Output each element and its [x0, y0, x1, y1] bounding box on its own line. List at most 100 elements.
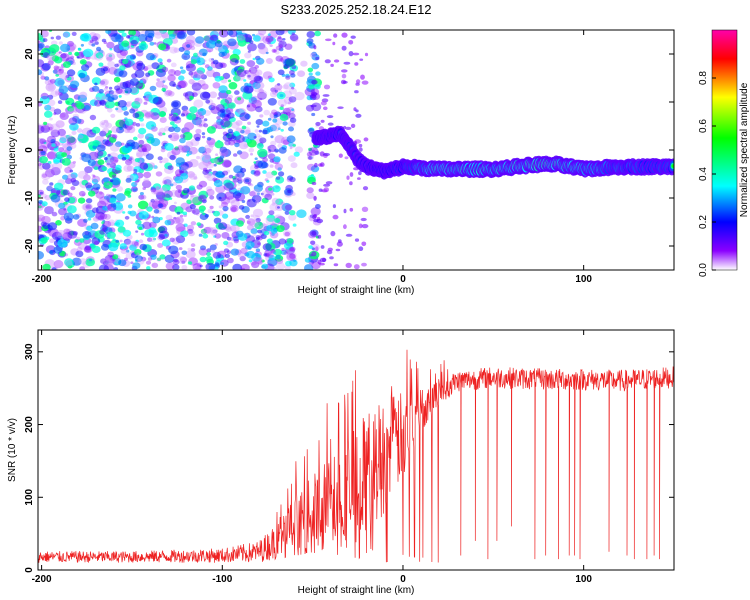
spectrogram-noise-blob	[266, 238, 273, 244]
spectrogram-noise-blob	[49, 170, 56, 175]
spectrogram-noise-blob	[49, 238, 55, 244]
spectrogram-noise-blob	[319, 257, 327, 263]
spectrogram-noise-blob	[209, 227, 219, 235]
spectrogram-noise-blob	[40, 125, 50, 133]
spectrogram-noise-blob	[95, 92, 106, 102]
spectrogram-noise-blob	[49, 123, 61, 133]
spectrogram-noise-blob	[111, 125, 120, 134]
spectrogram-noise-blob	[101, 224, 105, 227]
spectrogram-noise-blob	[157, 156, 163, 161]
spectrogram-noise-blob	[261, 190, 271, 198]
spectrogram-noise-blob	[64, 253, 69, 257]
spectrogram-noise-blob	[126, 165, 135, 172]
spectrogram-noise-blob	[308, 147, 313, 152]
spectrogram-noise-blob	[156, 257, 162, 262]
spectrogram-noise-blob	[235, 134, 245, 143]
spectrogram-noise-blob	[223, 182, 234, 191]
spectrogram-noise-blob	[157, 243, 164, 248]
spectrogram-noise-blob	[151, 126, 158, 132]
spectrogram-noise-blob	[254, 81, 265, 90]
spectrogram-noise-blob	[311, 51, 317, 57]
spectrogram-noise-blob	[213, 217, 222, 224]
spectrogram-noise-blob	[85, 258, 95, 267]
spectrogram-noise-blob	[276, 37, 283, 42]
spectrogram-noise-blob	[42, 38, 48, 43]
spectrogram-noise-blob	[40, 49, 50, 58]
spectrogram-noise-blob	[234, 90, 240, 95]
spectrogram-noise-blob	[183, 123, 194, 131]
spectrogram-noise-blob	[94, 41, 99, 45]
spectrogram-noise-blob	[106, 159, 115, 167]
spectrogram-noise-blob	[232, 177, 240, 183]
spectrogram-noise-blob	[199, 91, 211, 101]
spectrogram-noise-blob	[121, 40, 130, 47]
spectrogram-noise-blob	[210, 102, 216, 108]
spectrogram-noise-blob	[69, 122, 79, 131]
spectrogram-noise-blob	[181, 145, 191, 153]
spectrogram-noise-blob	[225, 107, 234, 114]
spectrogram-noise-blob	[165, 262, 175, 270]
spectrogram-noise-blob	[103, 87, 108, 92]
spectrogram-noise-blob	[72, 116, 80, 122]
spectrogram-noise-blob	[188, 159, 199, 168]
spectrogram-noise-blob	[271, 109, 278, 115]
spectrogram-noise-blob	[149, 221, 157, 229]
spectrogram-noise-blob	[107, 108, 113, 113]
spectrogram-noise-blob	[103, 119, 109, 124]
spectrogram-noise-blob	[99, 120, 110, 129]
spectrogram-noise-blob	[99, 191, 103, 195]
spectrogram-noise-blob	[181, 260, 186, 264]
spectrogram-noise-blob	[205, 40, 217, 49]
spectrogram-noise-blob	[122, 58, 129, 65]
spectrogram-noise-blob	[354, 62, 359, 66]
spectrogram-noise-blob	[269, 147, 274, 151]
spectrogram-noise-blob	[160, 148, 166, 153]
spectrogram-noise-blob	[51, 190, 56, 194]
spectrogram-noise-blob	[268, 254, 276, 261]
spectrogram-noise-blob	[138, 127, 147, 135]
spectrogram-noise-blob	[292, 144, 296, 147]
spectrogram-noise-blob	[172, 217, 181, 225]
spectrogram-noise-blob	[285, 204, 293, 211]
spectrogram-noise-blob	[112, 134, 118, 139]
spectrogram-noise-blob	[127, 204, 133, 209]
spectrogram-noise-blob	[267, 39, 271, 43]
spectrogram-noise-blob	[115, 193, 126, 202]
spectrogram-noise-blob	[122, 229, 132, 237]
spectrogram-noise-blob	[75, 250, 84, 258]
spectrogram-noise-blob	[267, 37, 276, 45]
spectrogram-noise-blob	[58, 207, 67, 216]
spectrogram-noise-blob	[349, 172, 354, 177]
spectrogram-noise-blob	[219, 108, 226, 114]
spectrogram-noise-blob	[355, 79, 361, 84]
spectrogram-noise-blob	[254, 129, 259, 133]
figure-title: S233.2025.252.18.24.E12	[280, 2, 431, 17]
spectrogram-noise-blob	[349, 181, 353, 186]
spectrogram-noise-blob	[141, 76, 149, 82]
spectrogram-noise-blob	[361, 224, 369, 229]
spectrogram-noise-blob	[278, 171, 285, 177]
spectrogram-noise-blob	[93, 166, 99, 170]
spectrogram-noise-blob	[159, 127, 166, 134]
spectrogram-noise-blob	[265, 217, 269, 221]
spectrogram-noise-blob	[252, 232, 257, 236]
spectrogram-noise-blob	[236, 69, 247, 78]
spectrogram-noise-blob	[314, 150, 320, 155]
spectrogram-noise-blob	[244, 52, 252, 59]
spectrogram-noise-blob	[274, 135, 285, 144]
spectrogram-noise-blob	[308, 155, 313, 160]
spectrogram-noise-blob	[173, 126, 181, 133]
spectrogram-noise-blob	[265, 35, 274, 43]
spectrogram-noise-blob	[101, 166, 108, 172]
spectrogram-noise-blob	[244, 178, 250, 183]
spectrogram-noise-blob	[95, 67, 106, 76]
spectrogram-noise-blob	[101, 122, 105, 126]
spectrogram-noise-blob	[268, 77, 275, 83]
spectrogram-noise-blob	[105, 86, 109, 89]
spectrogram-noise-blob	[252, 208, 264, 218]
colorbar-gradient	[711, 29, 738, 271]
spectrogram-noise-blob	[180, 134, 186, 139]
spectrogram-noise-blob	[94, 230, 105, 239]
spectrogram-noise-blob	[46, 137, 51, 141]
spectrogram-noise-blob	[209, 34, 219, 42]
